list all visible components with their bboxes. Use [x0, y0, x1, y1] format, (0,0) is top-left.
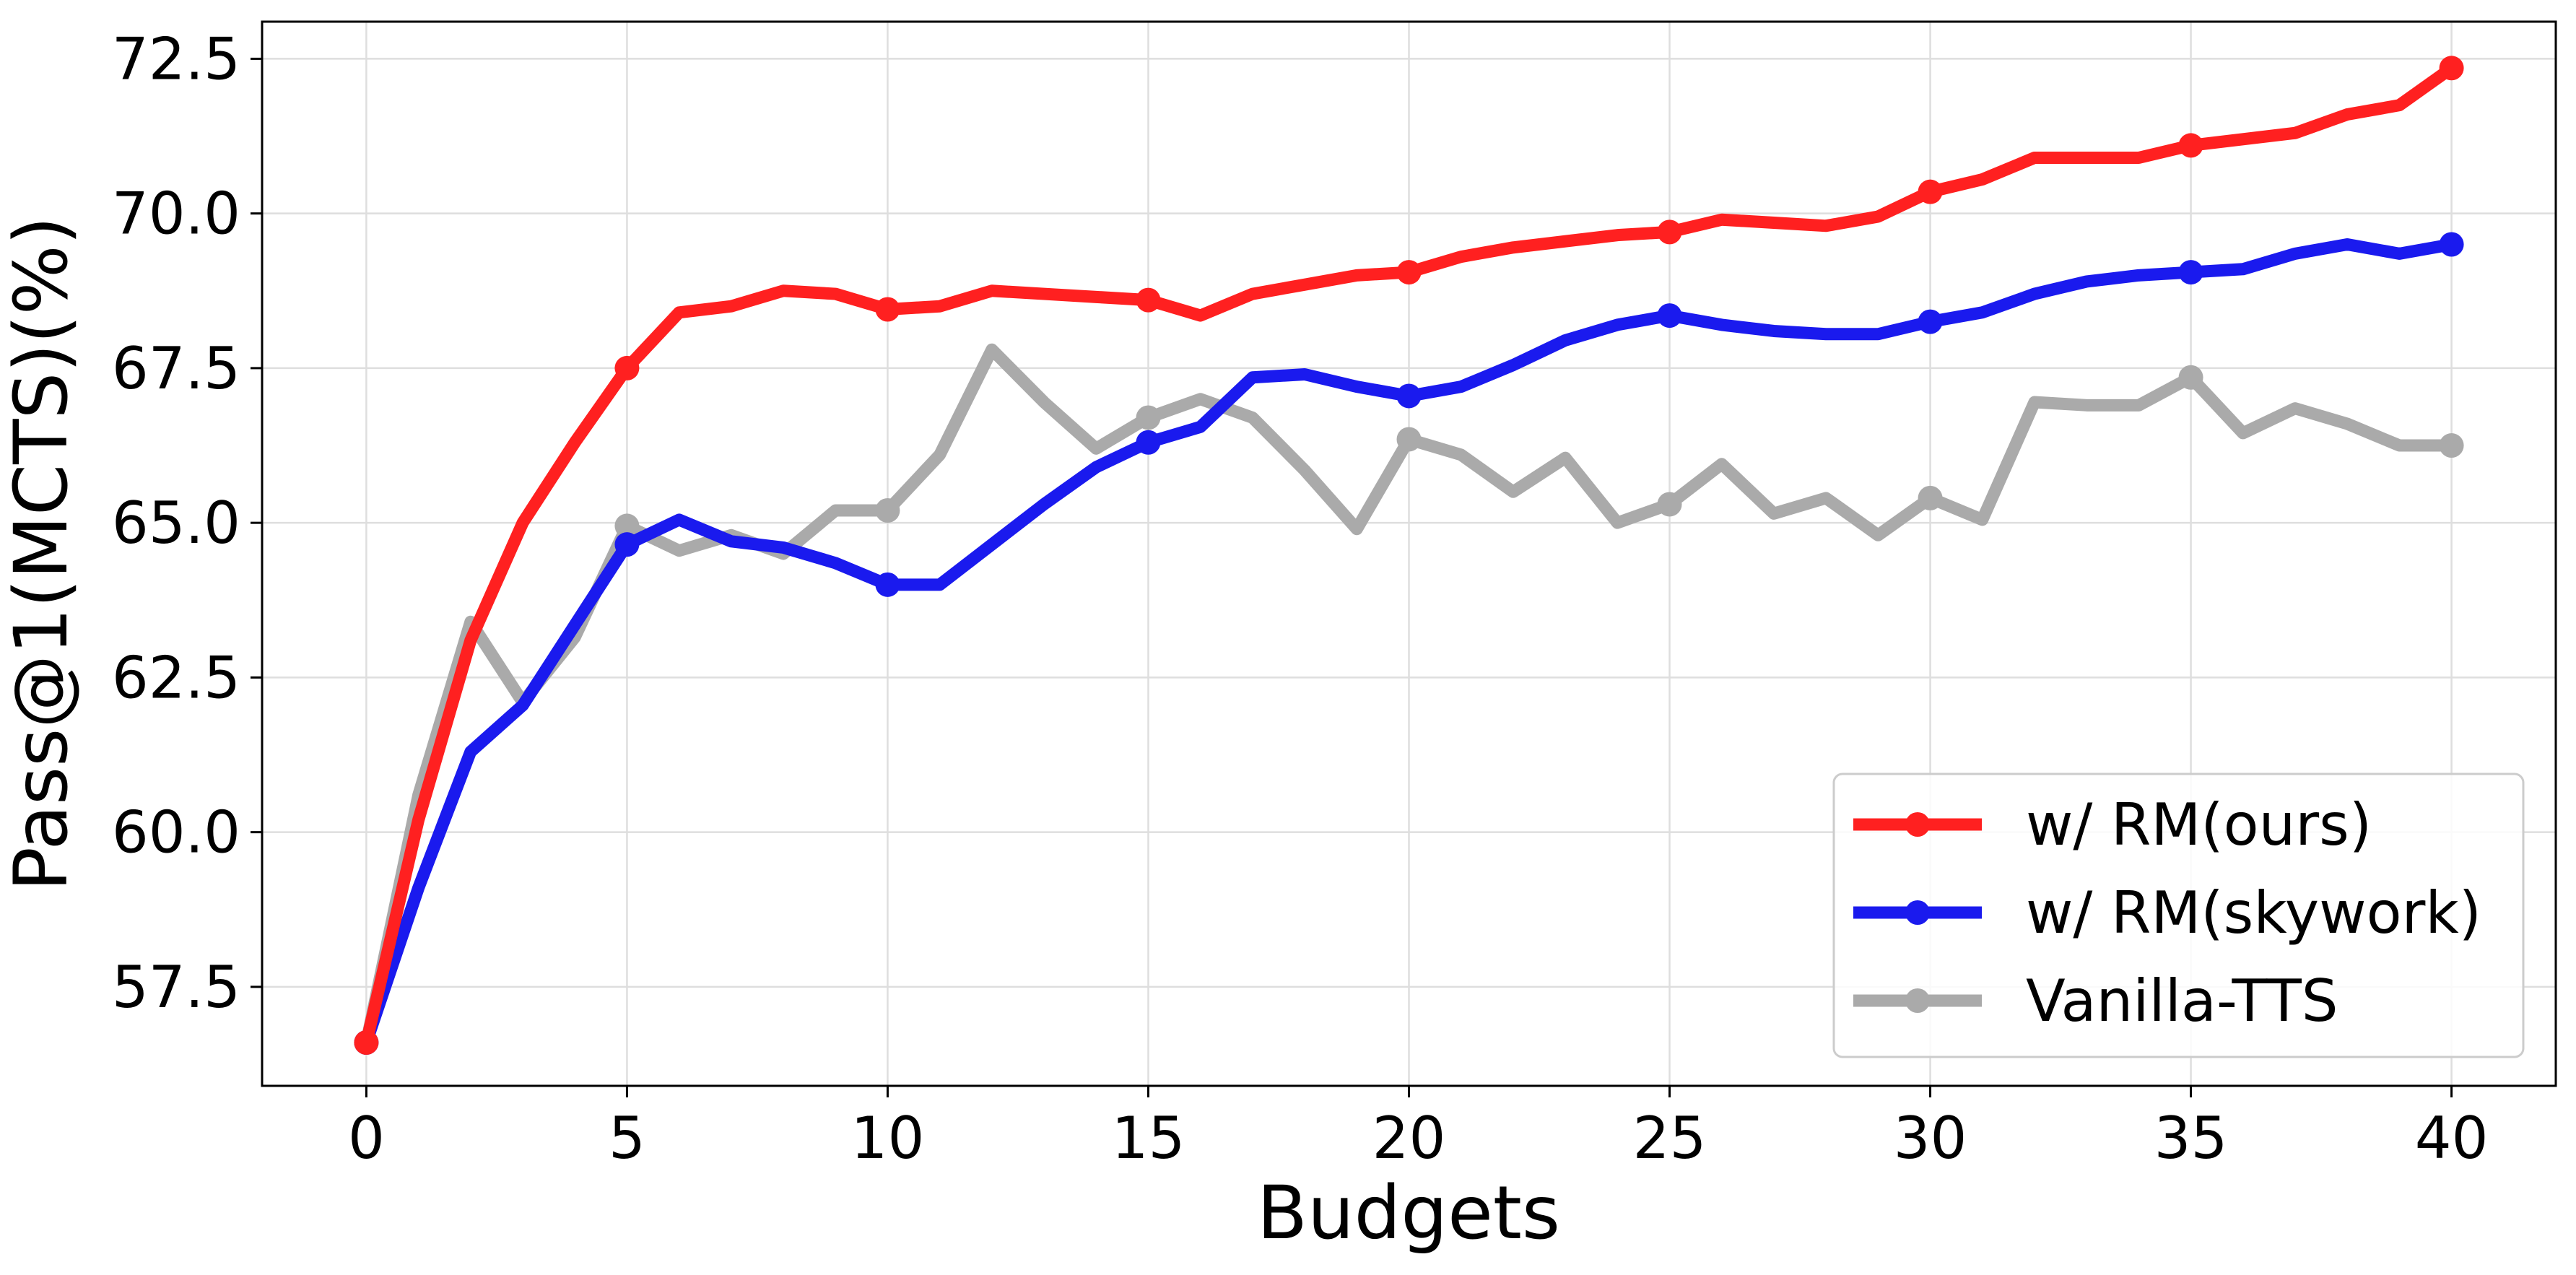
- x-tick-label: 35: [2154, 1105, 2228, 1172]
- x-tick-label: 15: [1112, 1105, 1185, 1172]
- data-point-marker: [2178, 260, 2203, 285]
- y-tick-label: 60.0: [112, 799, 240, 866]
- series-w-rm-ours: [354, 56, 2464, 1056]
- legend-swatch-marker: [1905, 900, 1930, 925]
- data-point-marker: [1136, 430, 1161, 455]
- y-axis-title: Pass@1(MCTS)(%): [0, 217, 84, 892]
- axis-ticks: 0 5 10 15 20 25 30 35 40 57.5 60.0 62.5 65.0 67.5 70.0…: [112, 25, 2489, 1172]
- x-tick-label: 20: [1372, 1105, 1446, 1172]
- legend-item: Vanilla-TTS: [1853, 967, 2338, 1035]
- x-tick-label: 5: [609, 1105, 645, 1172]
- data-point-marker: [1396, 383, 1422, 409]
- data-point-marker: [1657, 303, 1682, 328]
- y-tick-label: 62.5: [112, 644, 240, 711]
- data-point-marker: [614, 513, 640, 539]
- data-point-marker: [1136, 287, 1161, 313]
- data-point-marker: [614, 355, 640, 380]
- data-point-marker: [1396, 427, 1422, 452]
- legend-swatch-marker: [1905, 988, 1930, 1013]
- legend-label: Vanilla-TTS: [2026, 967, 2338, 1035]
- data-point-marker: [1657, 219, 1682, 245]
- x-tick-label: 30: [1894, 1105, 1967, 1172]
- legend-label: w/ RM(skywork): [2026, 879, 2481, 947]
- data-point-marker: [1918, 179, 1943, 204]
- y-tick-label: 67.5: [112, 335, 240, 402]
- data-point-marker: [1918, 309, 1943, 334]
- y-tick-label: 70.0: [112, 180, 240, 248]
- data-point-marker: [875, 572, 900, 597]
- x-tick-label: 40: [2415, 1105, 2489, 1172]
- data-point-marker: [614, 532, 640, 557]
- data-point-marker: [2439, 232, 2464, 257]
- y-tick-label: 65.0: [112, 489, 240, 557]
- x-tick-label: 25: [1633, 1105, 1707, 1172]
- x-tick-label: 10: [851, 1105, 925, 1172]
- data-point-marker: [2178, 133, 2203, 158]
- data-series: [354, 56, 2464, 1056]
- y-tick-label: 57.5: [112, 954, 240, 1021]
- data-point-marker: [875, 498, 900, 523]
- data-point-marker: [875, 297, 900, 322]
- x-axis-title: Budgets: [1257, 1170, 1560, 1256]
- y-tick-label: 72.5: [112, 25, 240, 92]
- data-point-marker: [2178, 365, 2203, 390]
- data-point-marker: [1657, 492, 1682, 517]
- plot-frame: [261, 20, 2557, 1087]
- data-point-marker: [1918, 485, 1943, 510]
- legend-swatch-marker: [1905, 812, 1930, 837]
- legend-item: w/ RM(skywork): [1853, 879, 2481, 947]
- data-point-marker: [2439, 56, 2464, 81]
- data-point-marker: [354, 1030, 379, 1056]
- data-point-marker: [1396, 260, 1422, 285]
- x-tick-label: 0: [348, 1105, 385, 1172]
- legend: w/ RM(ours) w/ RM(skywork) Vanilla-TTS: [1832, 773, 2525, 1058]
- data-point-marker: [2439, 433, 2464, 458]
- legend-item: w/ RM(ours): [1853, 791, 2372, 858]
- legend-frame: [1832, 773, 2525, 1058]
- data-point-marker: [1136, 405, 1161, 430]
- legend-label: w/ RM(ours): [2026, 791, 2372, 858]
